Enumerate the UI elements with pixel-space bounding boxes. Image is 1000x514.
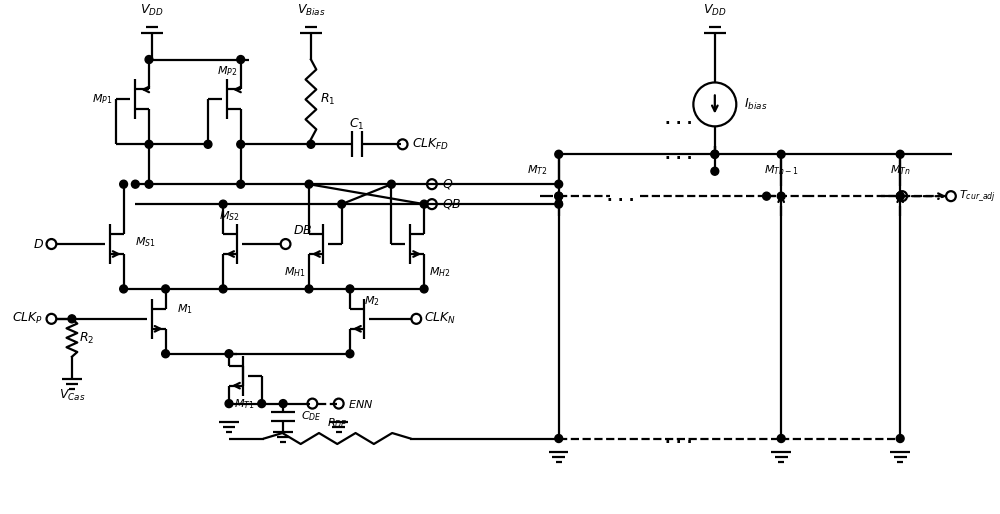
Text: $V_{DD}$: $V_{DD}$	[703, 3, 727, 18]
Text: . . .: . . .	[607, 189, 634, 204]
Circle shape	[763, 192, 770, 200]
Circle shape	[777, 192, 785, 200]
Text: $ENN$: $ENN$	[348, 398, 373, 410]
Text: $QB$: $QB$	[442, 197, 461, 211]
Text: $M_1$: $M_1$	[177, 302, 193, 316]
Circle shape	[219, 285, 227, 293]
Text: $M_{H2}$: $M_{H2}$	[429, 265, 451, 279]
Circle shape	[120, 180, 128, 188]
Circle shape	[896, 434, 904, 443]
Text: $M_{S2}$: $M_{S2}$	[219, 209, 239, 223]
Text: $CLK_P$: $CLK_P$	[12, 311, 44, 326]
Text: $C_{DE}$: $C_{DE}$	[301, 410, 321, 424]
Circle shape	[555, 192, 563, 200]
Circle shape	[896, 192, 904, 200]
Text: $T_{cur\_adj}$: $T_{cur\_adj}$	[959, 188, 996, 204]
Circle shape	[777, 150, 785, 158]
Circle shape	[777, 434, 785, 443]
Circle shape	[145, 56, 153, 64]
Circle shape	[896, 192, 904, 200]
Text: $M_{T1}$: $M_{T1}$	[234, 397, 255, 411]
Circle shape	[346, 350, 354, 358]
Circle shape	[307, 140, 315, 149]
Circle shape	[237, 140, 245, 149]
Circle shape	[711, 150, 719, 158]
Text: $DB$: $DB$	[293, 224, 313, 236]
Text: $R_1$: $R_1$	[320, 92, 335, 107]
Circle shape	[338, 200, 346, 208]
Text: $M_2$: $M_2$	[364, 294, 379, 308]
Text: $M_{P2}$: $M_{P2}$	[217, 65, 237, 79]
Text: $D$: $D$	[33, 237, 44, 250]
Text: $V_{Bias}$: $V_{Bias}$	[297, 3, 325, 18]
Text: $M_{Tn-1}$: $M_{Tn-1}$	[764, 163, 799, 177]
Circle shape	[420, 200, 428, 208]
Text: . . .: . . .	[665, 112, 692, 127]
Text: $CLK_{FD}$: $CLK_{FD}$	[412, 137, 450, 152]
Circle shape	[225, 399, 233, 408]
Circle shape	[305, 180, 313, 188]
Circle shape	[555, 434, 563, 443]
Circle shape	[711, 167, 719, 175]
Circle shape	[237, 56, 245, 64]
Circle shape	[225, 350, 233, 358]
Circle shape	[145, 140, 153, 149]
Circle shape	[711, 150, 719, 158]
Circle shape	[162, 285, 169, 293]
Circle shape	[145, 180, 153, 188]
Circle shape	[555, 200, 563, 208]
Text: $M_{T2}$: $M_{T2}$	[527, 163, 548, 177]
Circle shape	[896, 150, 904, 158]
Text: $M_{P1}$: $M_{P1}$	[92, 93, 112, 106]
Circle shape	[346, 285, 354, 293]
Text: $M_{H1}$: $M_{H1}$	[284, 265, 306, 279]
Circle shape	[279, 399, 287, 408]
Circle shape	[555, 192, 563, 200]
Circle shape	[68, 315, 76, 323]
Circle shape	[219, 200, 227, 208]
Text: $Q$: $Q$	[442, 177, 453, 191]
Circle shape	[420, 285, 428, 293]
Text: $R_{DE}$: $R_{DE}$	[327, 417, 348, 430]
Text: $V_{DD}$: $V_{DD}$	[140, 3, 164, 18]
Circle shape	[305, 285, 313, 293]
Text: $M_{Tn}$: $M_{Tn}$	[890, 163, 911, 177]
Circle shape	[120, 285, 128, 293]
Circle shape	[131, 180, 139, 188]
Circle shape	[162, 350, 169, 358]
Text: $C_1$: $C_1$	[349, 117, 365, 132]
Text: $V_{Cas}$: $V_{Cas}$	[59, 388, 85, 403]
Circle shape	[555, 180, 563, 188]
Text: . . .: . . .	[665, 431, 692, 446]
Text: . . .: . . .	[665, 147, 692, 162]
Circle shape	[388, 180, 395, 188]
Text: $M_{S1}$: $M_{S1}$	[135, 235, 156, 249]
Circle shape	[204, 140, 212, 149]
Text: $I_{bias}$: $I_{bias}$	[744, 97, 768, 112]
Circle shape	[258, 399, 266, 408]
Circle shape	[555, 150, 563, 158]
Text: $CLK_N$: $CLK_N$	[424, 311, 456, 326]
Circle shape	[237, 180, 245, 188]
Text: $R_2$: $R_2$	[79, 331, 94, 346]
